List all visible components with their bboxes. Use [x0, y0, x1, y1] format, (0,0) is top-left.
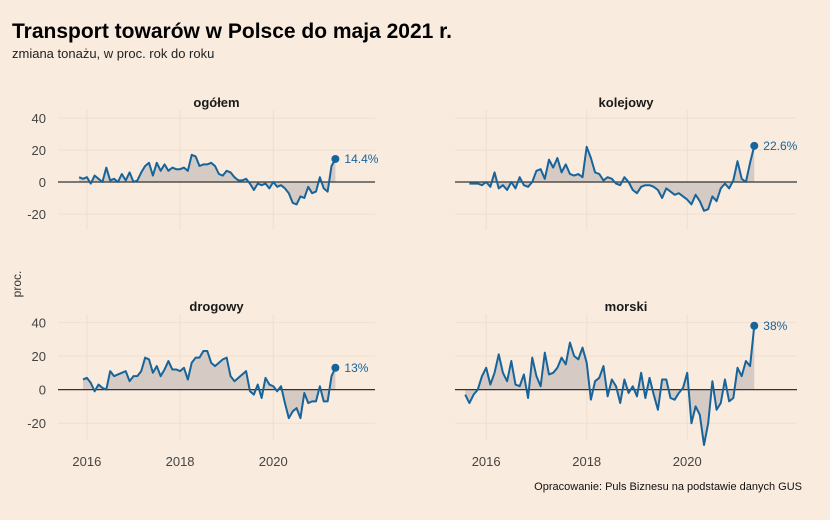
x-tick-label: 2018	[572, 454, 601, 469]
y-tick-label: 40	[32, 315, 46, 330]
panel-title-ogółem: ogółem	[193, 95, 239, 110]
source-caption: Opracowanie: Puls Biznesu na podstawie d…	[534, 481, 802, 493]
end-label-morski: 38%	[763, 319, 787, 333]
end-point-ogółem	[331, 154, 340, 163]
x-tick-label: 2016	[472, 454, 501, 469]
chart-subtitle: zmiana tonażu, w proc. rok do roku	[12, 46, 215, 61]
series-line-ogółem	[78, 153, 337, 206]
y-tick-label: 40	[32, 111, 46, 126]
panel-title-morski: morski	[605, 299, 648, 314]
series-line-kolejowy	[469, 145, 756, 212]
panel-morski: 38% morski 2016 2018 2020	[455, 299, 797, 469]
series-line-drogowy	[82, 349, 337, 420]
series-line-morski	[464, 325, 756, 447]
panel-drogowy: 13% drogowy -20 0 20 40 2016 2018 2020	[27, 299, 375, 469]
end-point-kolejowy	[750, 141, 759, 150]
y-axis-label: proc.	[10, 271, 24, 298]
area-ogółem	[79, 154, 336, 205]
y-tick-label: 20	[32, 143, 46, 158]
x-tick-label: 2018	[166, 454, 195, 469]
area-kolejowy	[469, 145, 755, 211]
panel-ogółem: 14.4% ogółem -20 0 20 40	[27, 95, 379, 230]
y-tick-label: -20	[27, 207, 46, 222]
end-label-kolejowy: 22.6%	[763, 139, 797, 153]
y-tick-label: 0	[39, 383, 46, 398]
y-tick-label: 0	[39, 175, 46, 190]
x-tick-label: 2020	[259, 454, 288, 469]
end-point-morski	[750, 321, 759, 330]
x-tick-label: 2020	[673, 454, 702, 469]
x-tick-label: 2016	[72, 454, 101, 469]
y-tick-label: -20	[27, 416, 46, 431]
end-label-drogowy: 13%	[344, 361, 368, 375]
area-drogowy	[83, 350, 336, 419]
panel-title-kolejowy: kolejowy	[599, 95, 655, 110]
end-point-drogowy	[331, 363, 340, 372]
end-label-ogółem: 14.4%	[344, 152, 378, 166]
chart-title: Transport towarów w Polsce do maja 2021 …	[12, 20, 452, 43]
panel-kolejowy: 22.6% kolejowy	[455, 95, 798, 230]
area-morski	[465, 325, 755, 446]
y-tick-label: 20	[32, 349, 46, 364]
panel-title-drogowy: drogowy	[189, 299, 244, 314]
